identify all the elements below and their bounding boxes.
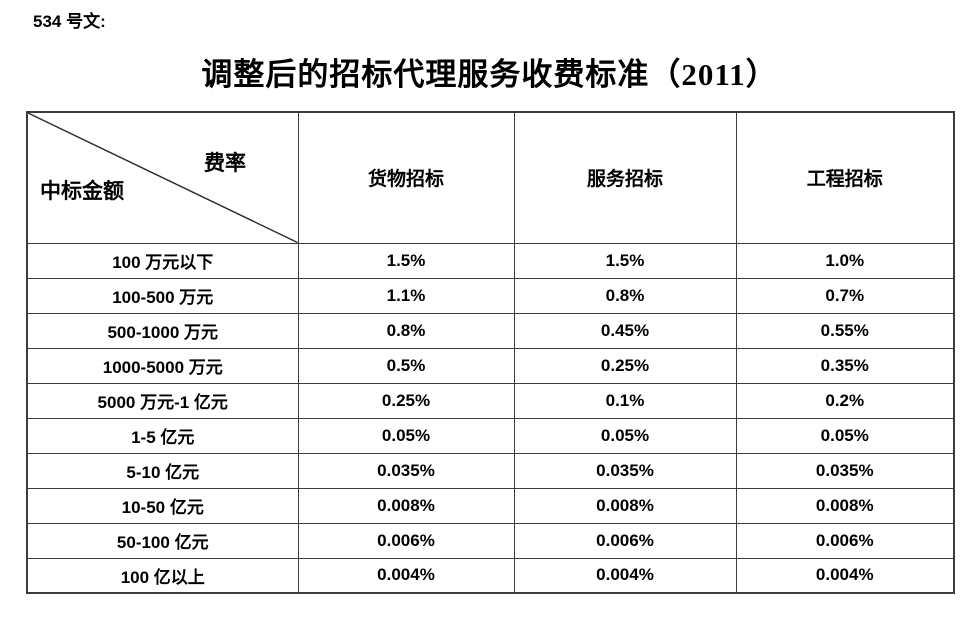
cell-value: 0.7% [735,277,955,314]
cell-value: 0.35% [735,347,955,384]
corner-label-bid-amount: 中标金额 [40,179,124,203]
table-row: 50-100 亿元 0.006% 0.006% 0.006% [26,522,955,559]
cell-value: 0.035% [735,452,955,489]
table-row: 10-50 亿元 0.008% 0.008% 0.008% [26,487,955,524]
cell-value: 0.8% [297,312,515,349]
row-label: 5-10 亿元 [26,452,299,489]
cell-value: 0.004% [513,557,737,594]
row-label: 100 万元以下 [26,242,299,279]
fee-table: 费率 中标金额 货物招标 服务招标 工程招标 100 万元以下 1.5% 1.5… [26,111,955,594]
table-row: 1000-5000 万元 0.5% 0.25% 0.35% [26,347,955,384]
cell-value: 1.1% [297,277,515,314]
table-row: 100-500 万元 1.1% 0.8% 0.7% [26,277,955,314]
header-row: 费率 中标金额 货物招标 服务招标 工程招标 [26,111,955,244]
cell-value: 1.0% [735,242,955,279]
cell-value: 0.008% [297,487,515,524]
cell-value: 0.1% [513,382,737,419]
doc-number-label: 534 号文: [33,12,106,31]
corner-label-rate: 费率 [204,151,246,175]
cell-value: 0.006% [513,522,737,559]
column-header-service-bidding: 服务招标 [513,111,737,244]
cell-value: 0.25% [297,382,515,419]
cell-value: 0.035% [297,452,515,489]
table-row: 100 万元以下 1.5% 1.5% 1.0% [26,242,955,279]
diagonal-divider-line [28,113,298,243]
cell-value: 0.004% [735,557,955,594]
row-label: 5000 万元-1 亿元 [26,382,299,419]
cell-value: 0.8% [513,277,737,314]
row-label: 1000-5000 万元 [26,347,299,384]
table-row: 5-10 亿元 0.035% 0.035% 0.035% [26,452,955,489]
table-row: 100 亿以上 0.004% 0.004% 0.004% [26,557,955,594]
table-row: 500-1000 万元 0.8% 0.45% 0.55% [26,312,955,349]
cell-value: 0.05% [735,417,955,454]
row-label: 100 亿以上 [26,557,299,594]
cell-value: 0.008% [513,487,737,524]
table-corner-header: 费率 中标金额 [26,111,299,244]
cell-value: 0.2% [735,382,955,419]
row-label: 100-500 万元 [26,277,299,314]
cell-value: 0.008% [735,487,955,524]
cell-value: 0.004% [297,557,515,594]
cell-value: 0.25% [513,347,737,384]
column-header-engineering-bidding: 工程招标 [735,111,955,244]
page-title: 调整后的招标代理服务收费标准（2011） [201,57,778,92]
cell-value: 0.5% [297,347,515,384]
row-label: 50-100 亿元 [26,522,299,559]
cell-value: 0.05% [513,417,737,454]
cell-value: 0.006% [297,522,515,559]
column-header-goods-bidding: 货物招标 [297,111,515,244]
row-label: 10-50 亿元 [26,487,299,524]
cell-value: 1.5% [513,242,737,279]
cell-value: 1.5% [297,242,515,279]
cell-value: 0.05% [297,417,515,454]
cell-value: 0.45% [513,312,737,349]
table-row: 5000 万元-1 亿元 0.25% 0.1% 0.2% [26,382,955,419]
table-row: 1-5 亿元 0.05% 0.05% 0.05% [26,417,955,454]
row-label: 1-5 亿元 [26,417,299,454]
row-label: 500-1000 万元 [26,312,299,349]
cell-value: 0.035% [513,452,737,489]
cell-value: 0.55% [735,312,955,349]
cell-value: 0.006% [735,522,955,559]
